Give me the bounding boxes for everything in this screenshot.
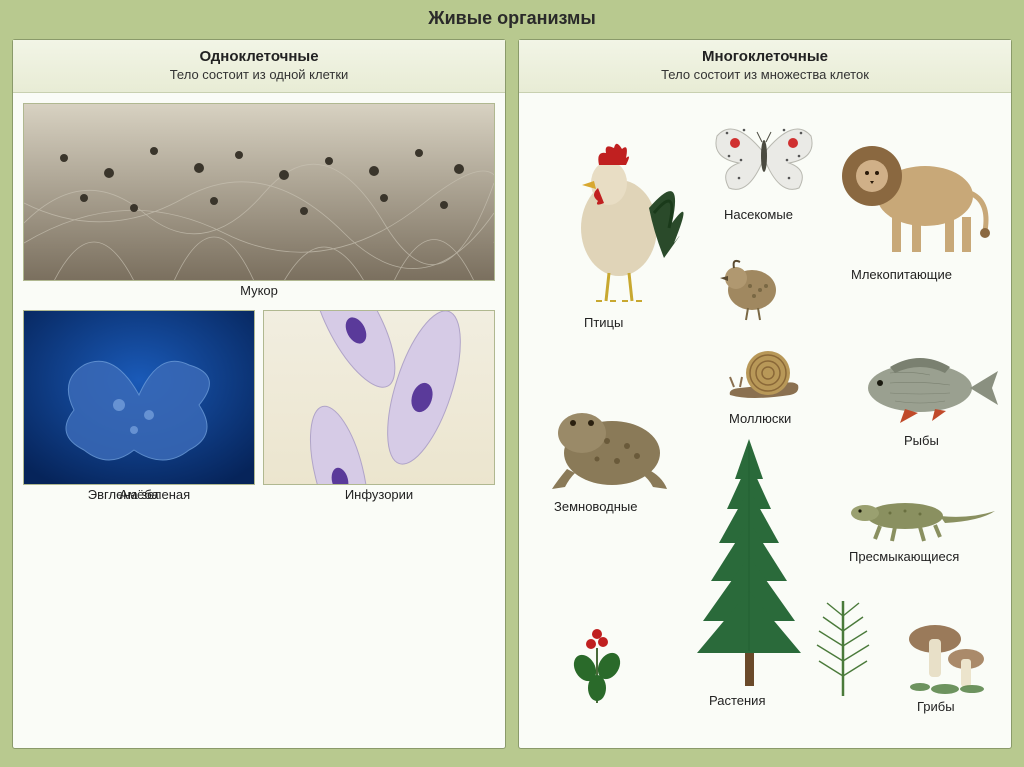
reptiles-label: Пресмыкающиеся xyxy=(849,547,959,564)
insects-label: Насекомые xyxy=(724,205,793,222)
lizard-icon xyxy=(837,481,1002,546)
left-row3: Амёба xyxy=(23,310,255,508)
right-title: Многоклеточные xyxy=(529,48,1001,65)
fish-label: Рыбы xyxy=(904,431,939,448)
molluscs-label: Моллюски xyxy=(729,409,791,426)
mukor-cell: Мукор xyxy=(23,103,495,304)
pine-icon xyxy=(674,431,824,689)
birds-label: Птицы xyxy=(584,313,623,330)
right-subtitle: Тело состоит из множества клеток xyxy=(529,67,1001,82)
amoeba-image xyxy=(23,310,255,485)
amoeba-label: Амёба xyxy=(23,485,255,508)
toad-icon xyxy=(534,391,679,496)
butterfly-icon xyxy=(704,108,824,203)
infusoria-label: Инфузории xyxy=(263,485,495,508)
amphibians-label: Земноводные xyxy=(554,497,637,514)
amoeba-cell: Амёба xyxy=(23,310,255,508)
rooster-icon xyxy=(549,113,689,303)
plants-label: Растения xyxy=(709,691,766,708)
mukor-label: Мукор xyxy=(23,281,495,304)
mushroom-icon xyxy=(897,609,992,697)
left-subtitle: Тело состоит из одной клетки xyxy=(23,67,495,82)
lion-icon xyxy=(827,121,997,261)
left-body: Мукор xyxy=(13,93,505,748)
mammals-label: Млекопитающие xyxy=(851,265,952,282)
horsetail-icon xyxy=(807,591,879,699)
left-title: Одноклеточные xyxy=(23,48,495,65)
fungi-label: Грибы xyxy=(917,697,955,714)
berry-icon xyxy=(554,618,639,706)
columns-container: Одноклеточные Тело состоит из одной клет… xyxy=(12,39,1012,749)
mukor-image xyxy=(23,103,495,281)
snail-icon xyxy=(717,343,812,408)
left-grid: Мукор xyxy=(23,103,495,738)
left-column: Одноклеточные Тело состоит из одной клет… xyxy=(12,39,506,749)
infusoria-cell: Инфузории xyxy=(263,310,495,508)
fish-icon xyxy=(847,343,1002,428)
right-column: Многоклеточные Тело состоит из множества… xyxy=(518,39,1012,749)
page-root: Живые организмы Одноклеточные Тело состо… xyxy=(0,0,1024,767)
infusoria-image xyxy=(263,310,495,485)
right-body: Птицы xyxy=(519,93,1011,748)
right-header: Многоклеточные Тело состоит из множества… xyxy=(519,40,1011,93)
main-title: Живые организмы xyxy=(12,8,1012,29)
quail-icon xyxy=(709,248,789,323)
left-header: Одноклеточные Тело состоит из одной клет… xyxy=(13,40,505,93)
